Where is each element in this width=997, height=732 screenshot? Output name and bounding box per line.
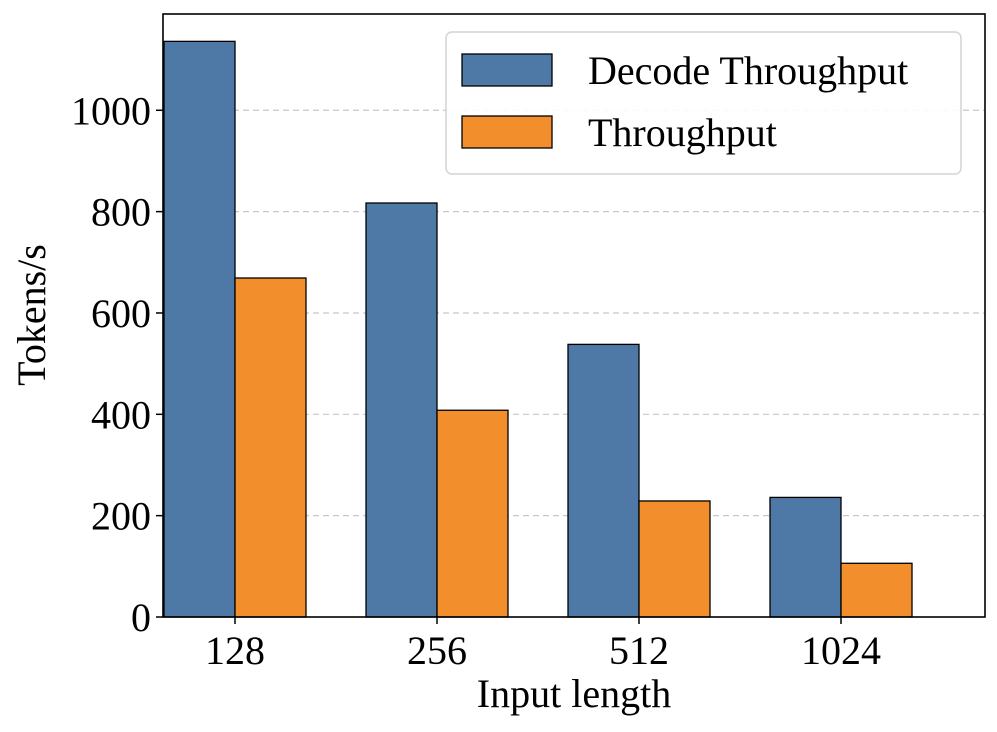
bar-decode-throughput-256 [365, 202, 438, 618]
y-axis-title: Tokens/s [9, 244, 54, 386]
y-tick-label-400: 400 [91, 392, 151, 437]
bars-layer [163, 40, 913, 618]
bar-throughput-1024 [840, 562, 913, 618]
legend-label-decode-throughput: Decode Throughput [588, 48, 908, 93]
x-tick-label-512: 512 [609, 628, 669, 673]
bar-throughput-256 [436, 409, 509, 618]
y-tick-label-200: 200 [91, 494, 151, 539]
x-tick-label-256: 256 [407, 628, 467, 673]
y-tick-label-1000: 1000 [71, 88, 151, 133]
x-tick-label-1024: 1024 [801, 628, 881, 673]
legend-label-throughput: Throughput [588, 110, 777, 155]
plot-frame [162, 13, 986, 618]
y-tick-label-800: 800 [91, 190, 151, 235]
legend-frame [445, 31, 962, 175]
x-axis-title: Input length [477, 671, 671, 716]
y-tick-label-600: 600 [91, 291, 151, 336]
bar-throughput-512 [638, 500, 711, 618]
x-axis-ticks: 128 256 512 1024 [205, 617, 881, 673]
bar-decode-throughput-1024 [769, 496, 842, 618]
bar-decode-throughput-512 [567, 343, 640, 618]
y-axis-ticks: 0 200 400 600 800 1000 [71, 88, 163, 640]
bar-decode-throughput-128 [163, 40, 236, 618]
bar-throughput-128 [234, 277, 307, 618]
legend-swatch-throughput [461, 115, 553, 149]
legend-swatch-decode-throughput [461, 53, 553, 87]
y-tick-label-0: 0 [131, 595, 151, 640]
legend: Decode Throughput Throughput [445, 31, 962, 175]
x-tick-label-128: 128 [205, 628, 265, 673]
